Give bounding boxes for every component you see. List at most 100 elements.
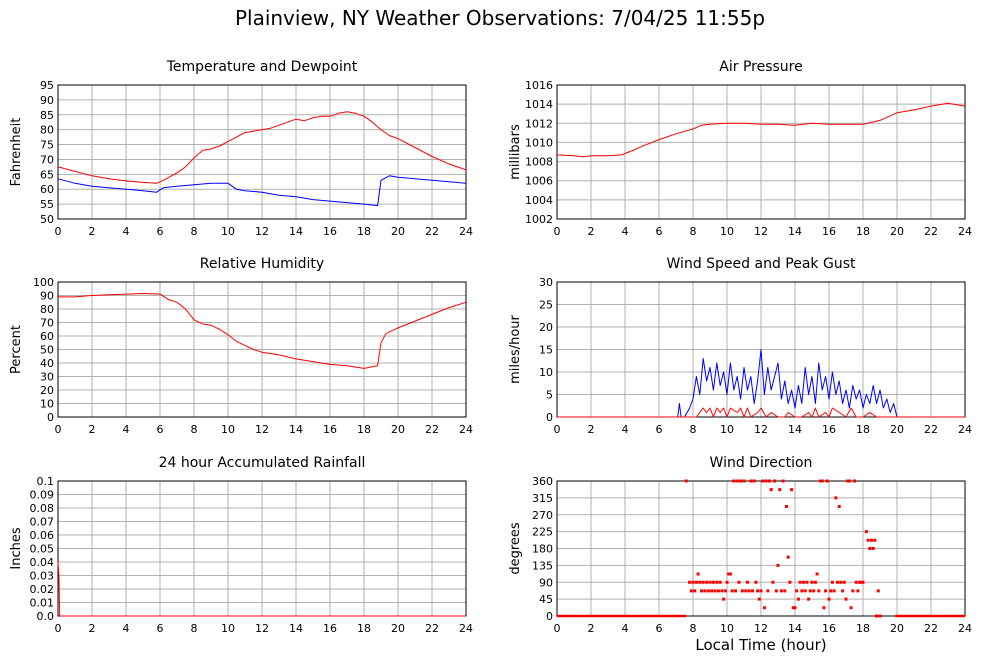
x-tick-label: 4 xyxy=(622,622,629,635)
data-point xyxy=(795,589,799,593)
data-point xyxy=(708,580,712,584)
y-axis-label: Fahrenheit xyxy=(9,118,24,187)
x-tick-label: 0 xyxy=(55,622,62,635)
y-tick-label: 0.04 xyxy=(30,556,55,569)
data-point xyxy=(817,589,821,593)
x-tick-label: 16 xyxy=(822,423,836,436)
plot-frame xyxy=(57,84,467,220)
x-tick-label: 18 xyxy=(856,225,870,238)
y-tick-label: 95 xyxy=(40,79,54,92)
y-tick-label: 135 xyxy=(532,559,553,572)
data-point xyxy=(735,479,739,483)
y-tick-label: 1006 xyxy=(525,175,553,188)
data-point xyxy=(693,589,697,593)
x-tick-label: 18 xyxy=(856,622,870,635)
data-point xyxy=(756,589,760,593)
pressure-chart: Air Pressuremillibars1002100410061008101… xyxy=(508,59,972,238)
data-point xyxy=(764,479,768,483)
y-tick-label: 1014 xyxy=(525,98,553,111)
data-point xyxy=(815,572,819,576)
x-tick-label: 20 xyxy=(391,225,405,238)
data-point xyxy=(858,580,862,584)
y-axis-label: miles/hour xyxy=(508,314,523,383)
y-tick-label: 0.07 xyxy=(30,516,55,529)
y-tick-label: 0.03 xyxy=(30,570,55,583)
data-point xyxy=(871,547,875,550)
plot-frame xyxy=(556,480,966,617)
x-tick-label: 20 xyxy=(391,622,405,635)
data-point xyxy=(829,589,833,593)
y-tick-label: 55 xyxy=(40,198,54,211)
data-point xyxy=(740,589,744,593)
data-point xyxy=(762,606,766,610)
series-line xyxy=(556,102,966,158)
data-point xyxy=(836,580,839,584)
y-tick-label: 70 xyxy=(40,153,54,166)
temp-chart: Temperature and DewpointFahrenheit505560… xyxy=(9,59,473,238)
data-point xyxy=(810,580,814,584)
humidity-chart: Relative HumidityPercent0102030405060708… xyxy=(9,256,473,436)
data-point xyxy=(819,479,822,483)
x-tick-label: 10 xyxy=(720,622,734,635)
plot-frame xyxy=(57,281,467,418)
x-tick-label: 8 xyxy=(690,622,697,635)
y-tick-label: 1012 xyxy=(525,117,553,130)
x-tick-label: 8 xyxy=(191,225,198,238)
data-point xyxy=(747,589,751,593)
x-tick-label: 8 xyxy=(191,622,198,635)
data-point xyxy=(786,555,790,559)
x-tick-label: 10 xyxy=(221,622,235,635)
x-tick-label: 0 xyxy=(554,622,561,635)
data-point xyxy=(876,589,880,593)
x-tick-label: 22 xyxy=(924,225,938,238)
y-tick-label: 60 xyxy=(40,183,54,196)
x-tick-label: 2 xyxy=(588,423,595,436)
y-tick-label: 0 xyxy=(546,411,553,424)
x-tick-label: 10 xyxy=(720,225,734,238)
data-point xyxy=(769,488,773,492)
x-tick-label: 16 xyxy=(323,622,337,635)
data-point xyxy=(715,580,719,584)
x-tick-label: 4 xyxy=(622,225,629,238)
y-tick-label: 40 xyxy=(40,357,54,370)
y-tick-label: 1002 xyxy=(525,213,553,226)
data-point xyxy=(870,538,873,542)
y-tick-label: 90 xyxy=(40,290,54,303)
x-tick-label: 6 xyxy=(157,622,164,635)
y-tick-label: 10 xyxy=(40,398,54,411)
data-point xyxy=(864,530,868,534)
y-tick-label: 225 xyxy=(532,526,553,539)
y-tick-label: 45 xyxy=(539,593,553,606)
data-point xyxy=(824,589,828,593)
data-point xyxy=(846,479,850,483)
data-point xyxy=(768,479,771,483)
y-tick-label: 90 xyxy=(539,576,553,589)
x-tick-label: 6 xyxy=(656,622,663,635)
x-tick-label: 16 xyxy=(323,225,337,238)
data-point xyxy=(791,606,795,610)
x-tick-label: 6 xyxy=(157,225,164,238)
data-point xyxy=(793,606,797,610)
data-point xyxy=(698,580,702,584)
x-tick-label: 4 xyxy=(123,225,130,238)
data-point xyxy=(706,589,710,593)
y-tick-label: 80 xyxy=(40,124,54,137)
data-point xyxy=(851,589,855,593)
y-tick-label: 90 xyxy=(40,94,54,107)
data-point xyxy=(744,589,748,593)
data-point xyxy=(866,538,870,542)
data-point xyxy=(842,580,846,584)
data-point xyxy=(781,479,785,483)
x-tick-label: 12 xyxy=(754,423,768,436)
data-point xyxy=(689,589,693,593)
y-tick-label: 0.0 xyxy=(37,610,55,623)
data-point xyxy=(757,597,761,601)
x-tick-label: 22 xyxy=(425,423,439,436)
y-tick-label: 360 xyxy=(532,475,553,488)
y-tick-label: 1004 xyxy=(525,194,553,207)
x-axis-label: Local Time (hour) xyxy=(695,636,827,654)
data-point xyxy=(808,589,812,593)
data-point xyxy=(785,505,788,508)
data-point xyxy=(776,563,780,567)
